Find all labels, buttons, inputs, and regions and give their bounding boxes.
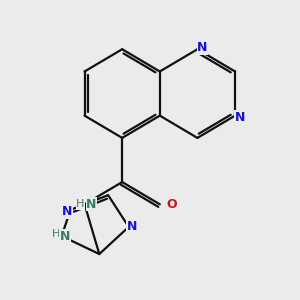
Text: H: H bbox=[52, 230, 60, 239]
Text: N: N bbox=[86, 198, 97, 211]
Text: N: N bbox=[235, 111, 245, 124]
Text: O: O bbox=[167, 198, 177, 211]
Text: N: N bbox=[60, 230, 70, 242]
Text: H: H bbox=[76, 199, 85, 209]
Text: N: N bbox=[197, 41, 208, 54]
Text: N: N bbox=[127, 220, 137, 233]
Text: N: N bbox=[62, 205, 72, 218]
